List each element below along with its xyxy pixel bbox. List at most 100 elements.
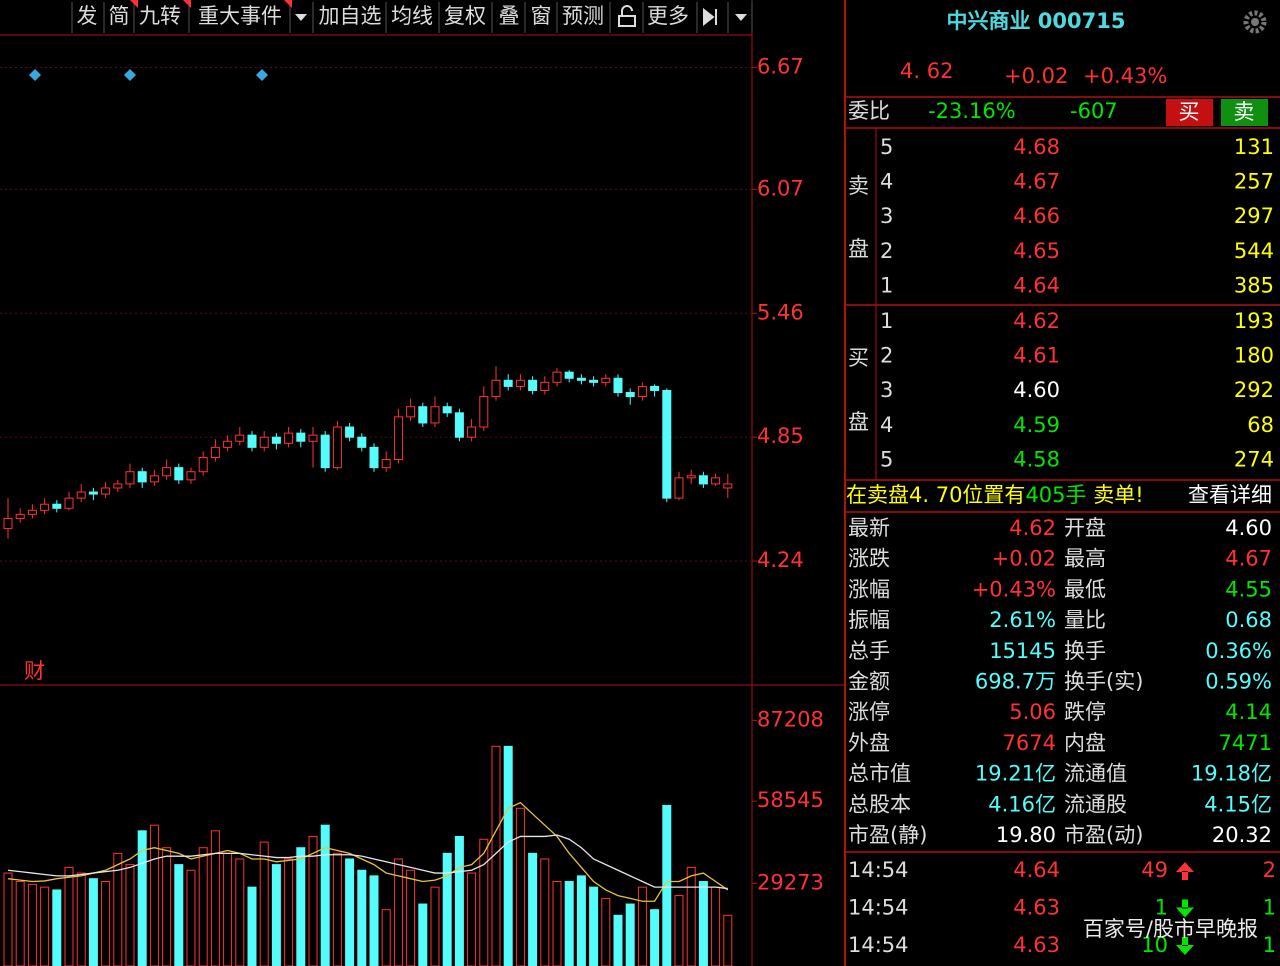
- y-tick-label: 4.24: [757, 548, 804, 572]
- toolbar-button[interactable]: 发: [77, 4, 98, 28]
- detail-link[interactable]: 查看详细: [1188, 483, 1272, 507]
- buy-button-label[interactable]: 买: [1179, 100, 1200, 124]
- flag: [284, 0, 292, 8]
- candle-body: [308, 434, 318, 442]
- stat-value: 19.80: [996, 823, 1056, 847]
- stat-value: 698.7万: [975, 670, 1056, 694]
- candle-body: [369, 446, 379, 469]
- order-volume: 68: [1247, 413, 1274, 437]
- candle-body: [698, 475, 708, 485]
- candle-body: [52, 503, 62, 509]
- toolbar-button[interactable]: 简: [109, 4, 130, 28]
- stat-label: 金额: [848, 670, 890, 694]
- candle-body: [320, 434, 330, 469]
- trade-volume: 49: [1141, 858, 1168, 882]
- volume-bar: [357, 869, 367, 966]
- volume-bar: [320, 824, 330, 966]
- candle-body: [564, 371, 574, 379]
- stat-label: 总股本: [848, 792, 911, 816]
- volume-bar: [650, 909, 660, 966]
- candle-body: [64, 497, 74, 509]
- candle-body: [76, 491, 86, 499]
- up-arrow: [1176, 862, 1194, 880]
- notice-part: 在卖盘4. 70位置有: [846, 483, 1025, 507]
- toolbar-button[interactable]: 均线: [391, 4, 433, 28]
- volume-bar: [442, 852, 452, 966]
- candle-body: [88, 491, 98, 495]
- order-price: 4.61: [1013, 344, 1060, 368]
- candle-body: [418, 406, 428, 424]
- y-tick-label: 87208: [757, 707, 824, 731]
- event-marker: [124, 69, 136, 81]
- volume-bar: [210, 830, 220, 966]
- volume-bar: [284, 858, 294, 966]
- toolbar-button[interactable]: 九转: [139, 4, 181, 28]
- dropdown-icon[interactable]: [295, 14, 307, 21]
- volume-bar: [223, 852, 233, 966]
- trade-price: 4.64: [1013, 858, 1060, 882]
- volume-bar: [296, 847, 306, 966]
- stat-value: 5.06: [1009, 700, 1056, 724]
- stat-value: 4.15亿: [1204, 792, 1272, 816]
- level: 4: [880, 170, 893, 194]
- level: 4: [880, 413, 893, 437]
- volume-bar: [601, 897, 611, 966]
- toolbar-button[interactable]: 复权: [444, 4, 486, 28]
- candle-body: [637, 385, 647, 398]
- toolbar-button[interactable]: 叠: [499, 4, 520, 28]
- candle-body: [540, 381, 550, 391]
- volume-bar: [369, 875, 379, 966]
- stat-value: 7471: [1219, 731, 1272, 755]
- candle-body: [528, 379, 538, 391]
- toolbar-button[interactable]: 更多: [647, 4, 689, 28]
- toolbar-button[interactable]: 窗: [531, 4, 552, 28]
- volume-bar: [235, 858, 245, 966]
- stat-value: 4.14: [1225, 700, 1272, 724]
- level: 1: [880, 309, 893, 333]
- candle-body: [174, 467, 184, 481]
- candle-body: [40, 503, 50, 511]
- toolbar-button[interactable]: 预测: [562, 4, 604, 28]
- dropdown-icon[interactable]: [735, 14, 747, 21]
- down-arrow: [1176, 937, 1194, 955]
- toolbar-button[interactable]: 加自选: [319, 4, 382, 28]
- volume-bar: [137, 830, 147, 966]
- volume-bar: [711, 886, 721, 966]
- candle-body: [491, 379, 501, 398]
- price-change-pct: +0.43%: [1083, 64, 1167, 88]
- volume-bar: [528, 852, 538, 966]
- volume-bar: [467, 872, 477, 966]
- y-tick-label: 58545: [757, 788, 824, 812]
- stock-title: 中兴商业 000715: [947, 9, 1126, 33]
- volume-bar: [15, 881, 25, 966]
- stat-label: 外盘: [848, 731, 890, 755]
- volume-bar: [27, 883, 37, 966]
- toolbar-button[interactable]: 重大事件: [198, 4, 282, 28]
- stat-label: 内盘: [1064, 731, 1106, 755]
- order-volume: 257: [1234, 170, 1274, 194]
- volume-bar: [345, 858, 355, 966]
- notice: 在卖盘4. 70位置有405手 卖单!: [846, 483, 1144, 507]
- volume-bar: [308, 835, 318, 966]
- candle-body: [357, 436, 367, 448]
- candle-body: [625, 392, 635, 398]
- sell-button[interactable]: [1221, 99, 1268, 126]
- volume-bar: [393, 858, 403, 966]
- volume-bar: [186, 869, 196, 966]
- stat-label: 振幅: [848, 608, 890, 632]
- order-volume: 544: [1234, 239, 1274, 263]
- stat-value: 0.68: [1225, 608, 1272, 632]
- volume-bar: [64, 866, 74, 966]
- volume-bar: [637, 886, 647, 966]
- collapse-icon[interactable]: [703, 7, 717, 27]
- volume-bar: [198, 847, 208, 966]
- sell-button-label[interactable]: 卖: [1234, 100, 1255, 124]
- gear-icon[interactable]: [1243, 10, 1267, 34]
- trade-count: 2: [1263, 858, 1276, 882]
- lock-icon[interactable]: [618, 5, 636, 27]
- stat-label: 最低: [1064, 577, 1106, 601]
- buy-button[interactable]: [1166, 99, 1213, 126]
- candle-body: [247, 434, 257, 448]
- order-price: 4.65: [1013, 239, 1060, 263]
- candle-body: [186, 471, 196, 481]
